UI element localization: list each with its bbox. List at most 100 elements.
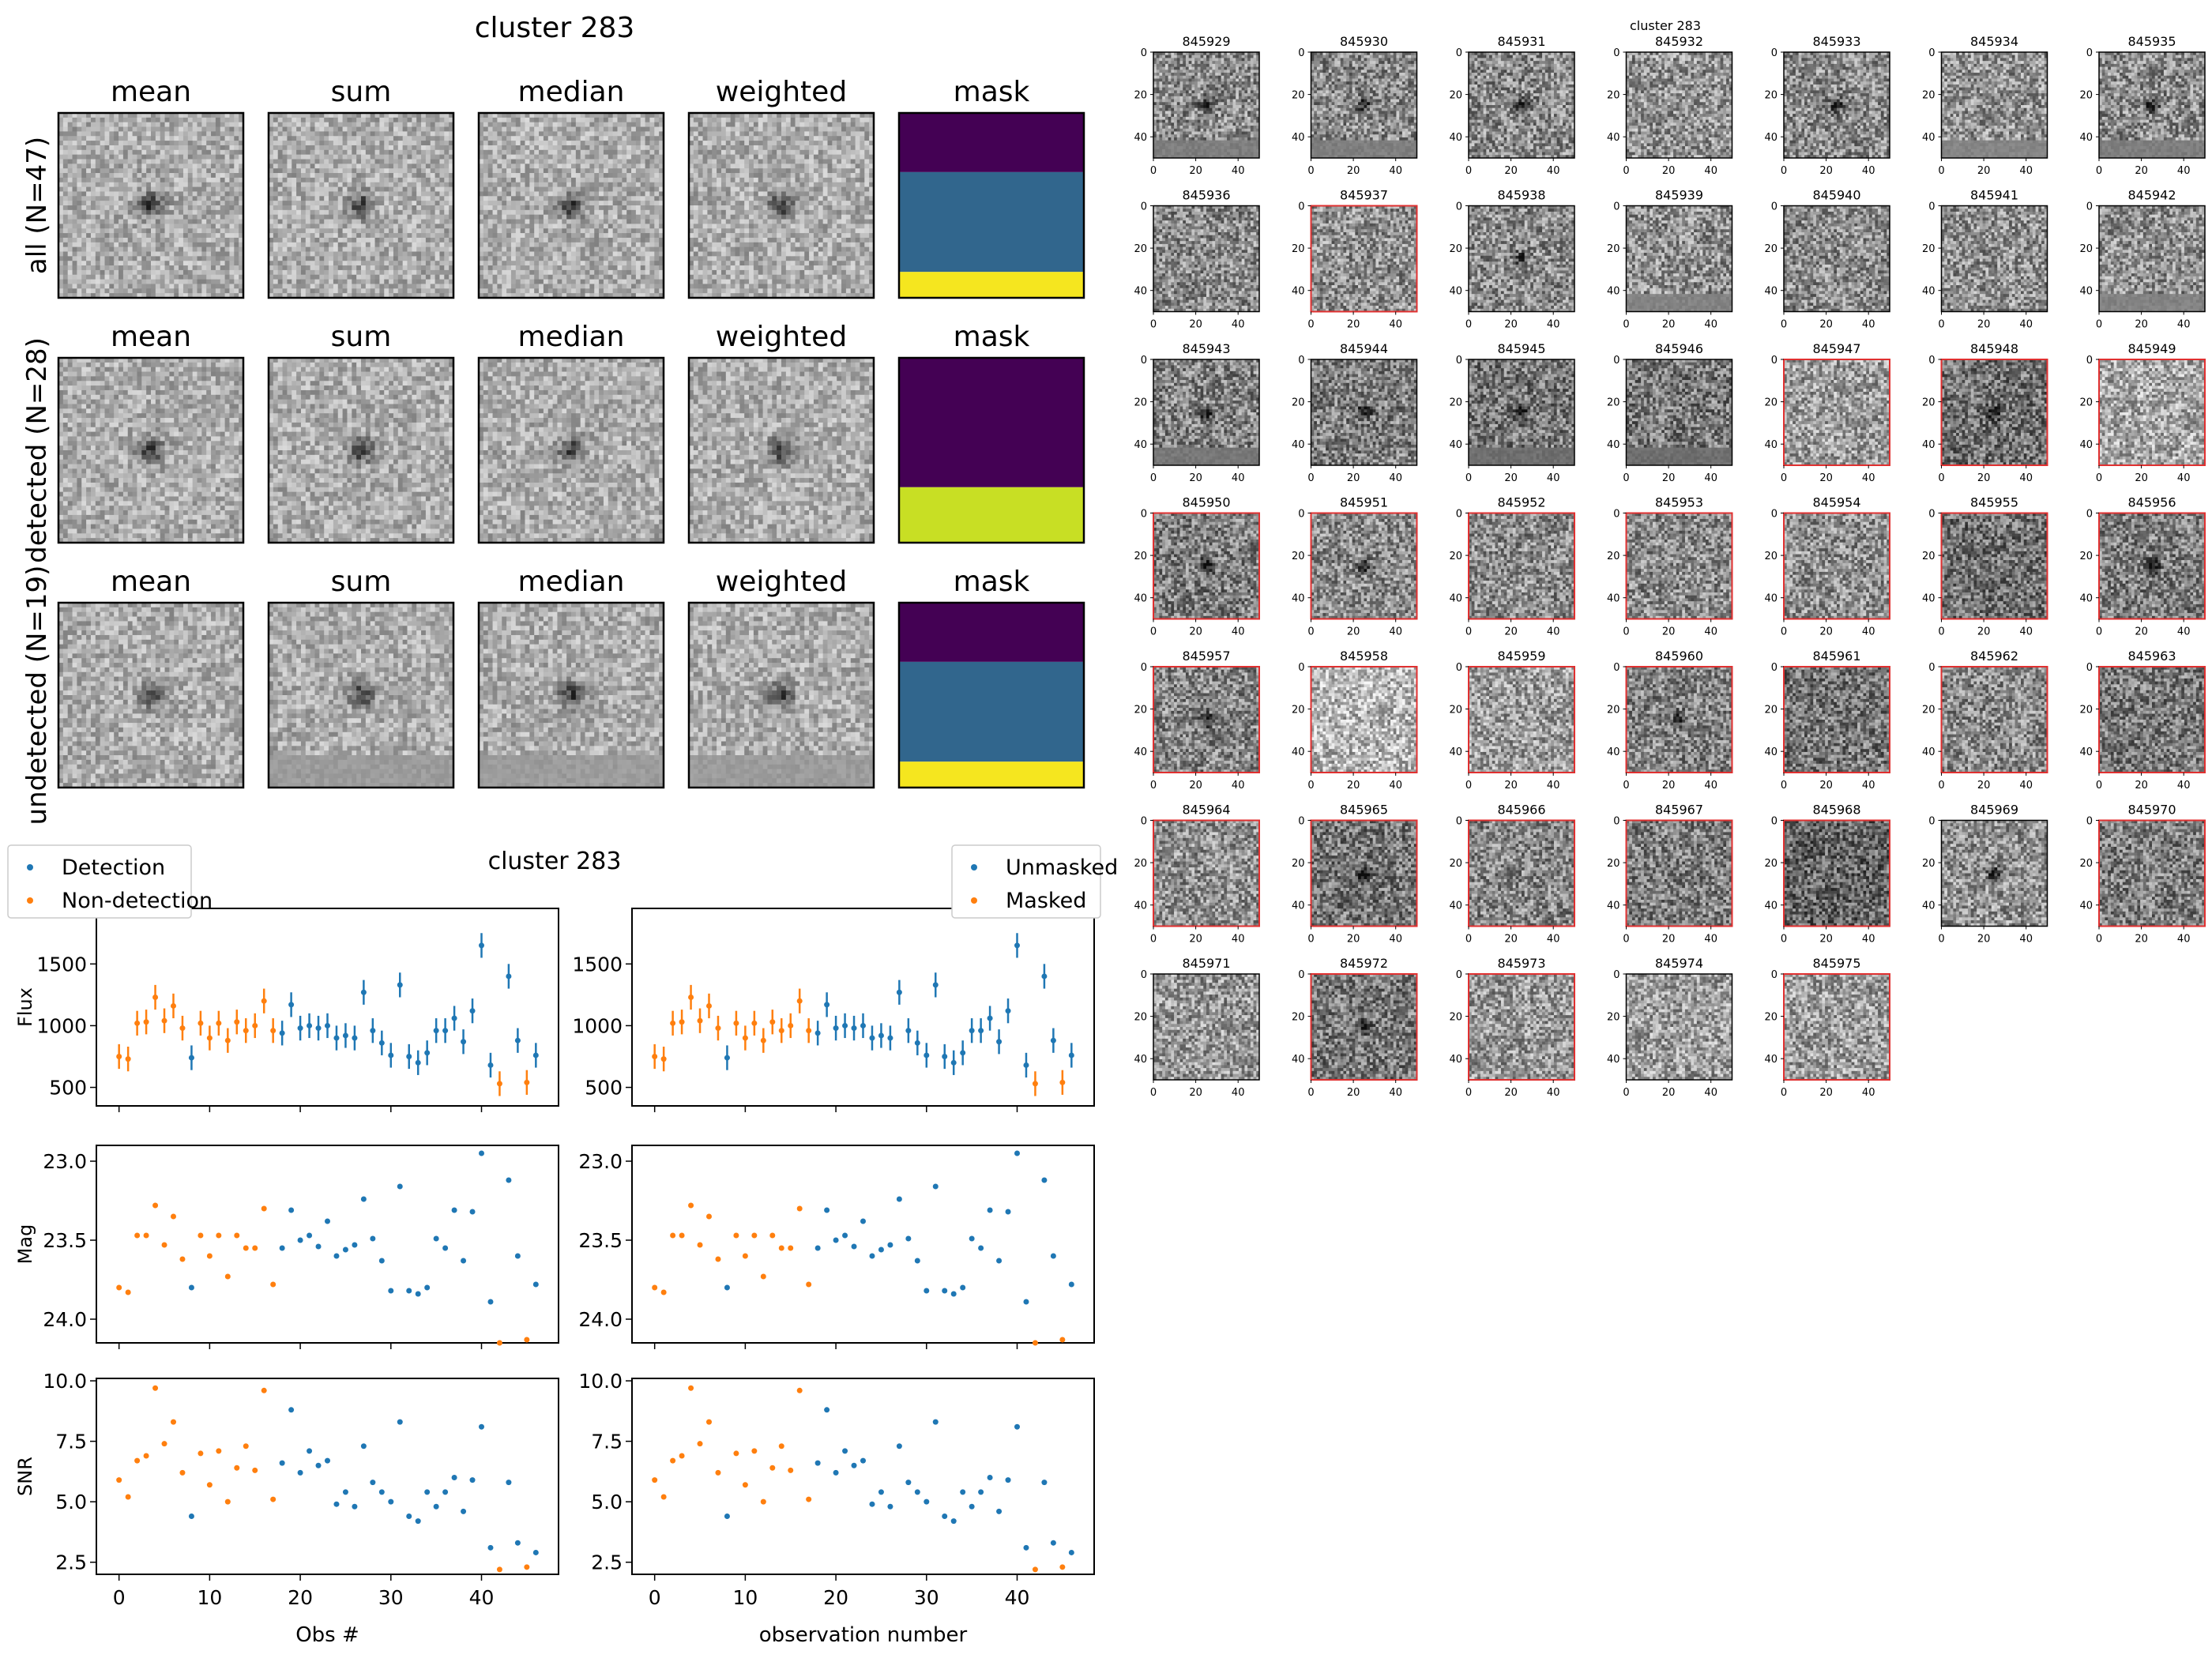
cutout-image [1627, 974, 1732, 1080]
cutout-ytick: 40 [1607, 286, 1620, 298]
cutout-id-label: 845975 [1812, 956, 1860, 971]
data-point-mag [860, 1219, 866, 1224]
data-point-snr [751, 1448, 757, 1453]
data-point-snr [1051, 1540, 1056, 1546]
cutout-xtick: 0 [1307, 472, 1314, 484]
cutout-xtick: 40 [2177, 165, 2191, 177]
data-point-flux [307, 1023, 312, 1028]
cutout-ytick: 40 [1449, 132, 1462, 144]
cutout-xtick: 20 [2135, 165, 2148, 177]
ylabel: Flux [14, 987, 36, 1027]
cutout-ytick: 0 [1771, 662, 1778, 674]
cutout-image [1942, 513, 2048, 619]
cutout-id-label: 845955 [1970, 495, 2018, 510]
data-point-flux [207, 1036, 213, 1041]
data-point-mag [761, 1274, 766, 1280]
cutout-image [2099, 52, 2205, 158]
data-point-mag [1023, 1299, 1029, 1305]
cutout-ytick: 0 [1456, 662, 1462, 674]
cutout-ytick: 20 [1764, 90, 1778, 102]
cutout-xtick: 0 [2096, 780, 2102, 792]
cutout-xtick: 20 [1819, 934, 1833, 946]
cutout-xtick: 0 [1781, 1087, 1787, 1099]
cutout-xtick: 0 [1623, 934, 1629, 946]
data-point-flux [461, 1039, 466, 1044]
data-point-snr [234, 1465, 239, 1471]
data-point-flux [524, 1080, 529, 1085]
ytick-label: 2.5 [591, 1551, 623, 1574]
cutout-ytick: 40 [1134, 901, 1147, 912]
data-point-mag [842, 1233, 848, 1239]
ytick-label: 7.5 [591, 1431, 623, 1453]
data-point-snr [361, 1443, 367, 1449]
data-point-snr [424, 1489, 430, 1495]
data-point-snr [406, 1513, 412, 1519]
data-point-mag [724, 1285, 730, 1291]
cutout-xtick: 40 [2177, 472, 2191, 484]
cutout-id-label: 845934 [1970, 34, 2018, 49]
stack-column-title: mean [111, 321, 191, 353]
data-point-flux [915, 1040, 920, 1046]
cutout-xtick: 0 [1938, 626, 1944, 638]
ytick-label: 500 [49, 1077, 87, 1100]
panel-frame [96, 908, 559, 1106]
cutout-ytick: 40 [2079, 593, 2093, 605]
stack-column-title: median [518, 321, 625, 353]
cutout-ytick: 20 [1292, 858, 1305, 870]
data-point-snr [252, 1468, 258, 1473]
data-point-mag [506, 1178, 511, 1183]
data-point-mag [969, 1236, 975, 1242]
cutout-ytick: 20 [1134, 1012, 1147, 1024]
cutout-ytick: 20 [1607, 705, 1620, 716]
cutout-xtick: 40 [1232, 319, 1245, 331]
data-point-mag [424, 1285, 430, 1291]
data-point-flux [316, 1025, 322, 1031]
xtick-label: 30 [378, 1586, 404, 1609]
cutout-image [1153, 667, 1259, 773]
ytick-label: 1000 [36, 1014, 87, 1037]
data-point-snr [162, 1441, 167, 1446]
cutout-image [1942, 52, 2048, 158]
data-point-snr [225, 1499, 231, 1505]
lightcurve-panel-mag: 23.023.524.0 [578, 1145, 1094, 1349]
data-point-snr [134, 1458, 140, 1464]
cutout-xtick: 40 [1389, 165, 1402, 177]
cutout-image [2099, 513, 2205, 619]
cutout-id-label: 845946 [1655, 341, 1703, 356]
cutout-id-label: 845933 [1812, 34, 1860, 49]
cutout-ytick: 20 [2079, 705, 2093, 716]
data-point-flux [833, 1025, 839, 1031]
stack-row-label: all (N=47) [21, 137, 53, 274]
cutout-xtick: 40 [1862, 165, 1875, 177]
stack-figure-title: cluster 283 [475, 12, 635, 44]
data-point-snr [280, 1461, 285, 1466]
cutout-ytick: 0 [1613, 816, 1620, 828]
data-point-mag [234, 1233, 239, 1239]
cutout-xtick: 0 [1623, 472, 1629, 484]
data-point-snr [833, 1470, 839, 1476]
cutout-ytick: 0 [1298, 969, 1304, 981]
data-point-flux [216, 1021, 221, 1026]
data-point-snr [179, 1470, 185, 1476]
data-point-flux [533, 1052, 539, 1058]
data-point-flux [924, 1052, 929, 1058]
cutout-xtick: 0 [2096, 319, 2102, 331]
cutout-xtick: 0 [1307, 934, 1314, 946]
data-point-snr [815, 1461, 821, 1466]
data-point-snr [860, 1458, 866, 1464]
cutout-ytick: 0 [1298, 355, 1304, 367]
data-point-snr [470, 1477, 476, 1483]
data-point-flux [1023, 1062, 1029, 1068]
cutout-ytick: 0 [1613, 201, 1620, 213]
data-point-flux [452, 1016, 457, 1021]
data-point-snr [878, 1489, 884, 1495]
data-point-flux [442, 1028, 448, 1033]
data-point-flux [652, 1054, 657, 1059]
cutout-xtick: 0 [1465, 165, 1472, 177]
data-point-flux [280, 1030, 285, 1036]
stack-row-label: undetected (N=19) [21, 566, 53, 825]
cutout-ytick: 40 [2079, 132, 2093, 144]
